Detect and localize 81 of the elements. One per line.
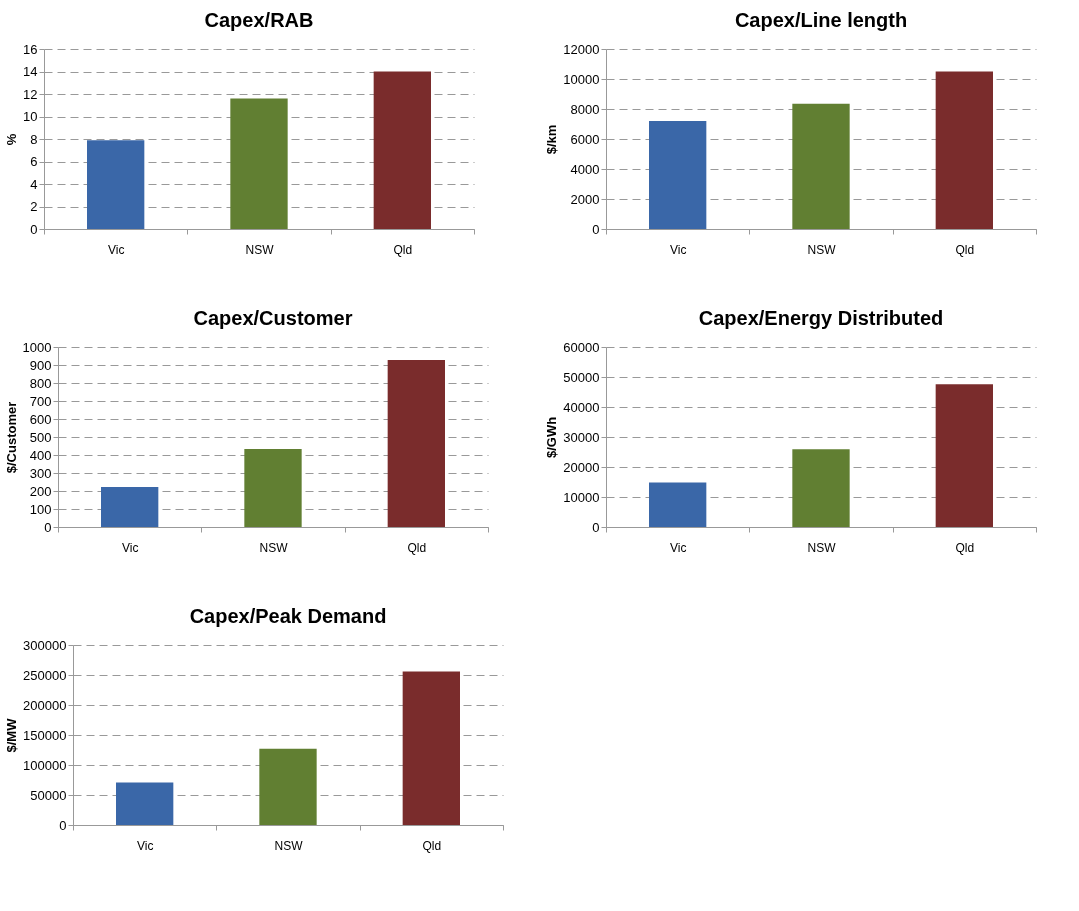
- y-tick-label: 10000: [563, 489, 600, 505]
- y-tick-label: 900: [29, 357, 52, 373]
- y-tick-label: 1000: [22, 339, 52, 355]
- y-tick-label: 4: [30, 176, 38, 192]
- y-tick-label: 500: [29, 429, 52, 445]
- y-tick-label: 0: [592, 221, 600, 237]
- chart-title: Capex/Customer: [193, 307, 353, 329]
- y-tick-label: 2: [30, 199, 38, 214]
- x-tick-label: Vic: [107, 242, 125, 257]
- bar: [387, 359, 445, 527]
- x-tick-label: Vic: [136, 838, 154, 853]
- y-tick-label: 250000: [23, 667, 67, 683]
- y-tick-label: 30000: [563, 429, 600, 445]
- x-tick-label: NSW: [259, 540, 289, 555]
- y-tick-label: 10000: [563, 71, 600, 87]
- y-tick-label: 700: [29, 393, 52, 409]
- y-tick-label: 60000: [563, 339, 600, 355]
- y-tick-label: 6: [30, 154, 38, 169]
- y-tick-label: 100000: [23, 757, 67, 773]
- bar: [402, 671, 460, 825]
- chart-title: Capex/RAB: [204, 9, 314, 31]
- x-tick-label: NSW: [807, 242, 837, 257]
- y-tick-label: 14: [23, 64, 38, 79]
- y-tick-label: 200000: [23, 697, 67, 713]
- bar: [259, 748, 317, 825]
- x-tick-label: NSW: [274, 838, 304, 853]
- bar: [935, 71, 993, 229]
- y-tick-label: 300: [29, 465, 52, 481]
- y-tick-label: 0: [44, 519, 52, 535]
- bar: [116, 782, 174, 825]
- x-tick-label: NSW: [245, 242, 275, 257]
- y-tick-label: 8000: [570, 101, 600, 117]
- y-tick-label: 12000: [563, 41, 600, 57]
- x-tick-label: Qld: [422, 838, 442, 853]
- bar: [244, 449, 302, 527]
- y-tick-label: 400: [29, 447, 52, 463]
- y-axis-title: $/GWh: [544, 416, 560, 459]
- x-tick-label: Vic: [669, 242, 687, 257]
- y-tick-label: 800: [29, 375, 52, 391]
- chart-title: Capex/Peak Demand: [189, 605, 387, 627]
- y-tick-label: 150000: [23, 727, 67, 743]
- y-tick-label: 8: [30, 131, 38, 147]
- y-tick-label: 0: [592, 519, 600, 535]
- bar: [792, 449, 850, 527]
- y-axis-title: %: [4, 133, 20, 146]
- y-tick-label: 600: [29, 411, 52, 427]
- y-tick-label: 100: [29, 501, 52, 517]
- y-tick-label: 0: [59, 817, 67, 833]
- x-tick-label: NSW: [807, 540, 837, 555]
- bar: [373, 71, 431, 229]
- y-tick-label: 200: [29, 483, 52, 499]
- y-tick-label: 40000: [563, 399, 600, 415]
- bar: [87, 140, 145, 229]
- x-tick-label: Qld: [955, 242, 975, 257]
- y-tick-label: 4000: [570, 161, 600, 177]
- y-tick-label: 16: [23, 41, 38, 57]
- x-tick-label: Qld: [955, 540, 975, 555]
- y-tick-label: 0: [30, 221, 38, 237]
- y-axis-title: $/MW: [4, 717, 20, 753]
- bar: [230, 98, 288, 229]
- bar: [649, 482, 707, 527]
- y-tick-label: 10: [23, 109, 38, 124]
- y-tick-label: 20000: [563, 459, 600, 475]
- x-tick-label: Qld: [407, 540, 427, 555]
- y-tick-label: 12: [23, 86, 38, 102]
- y-tick-label: 50000: [30, 787, 67, 803]
- x-tick-label: Qld: [393, 242, 413, 257]
- bar: [101, 487, 159, 527]
- y-tick-label: 300000: [23, 637, 67, 653]
- chart-title: Capex/Energy Distributed: [698, 307, 944, 329]
- bar: [649, 121, 707, 229]
- bar: [935, 384, 993, 527]
- y-axis-title: $/Customer: [3, 401, 19, 474]
- y-tick-label: 2000: [570, 191, 600, 207]
- y-tick-label: 6000: [570, 131, 600, 147]
- bar: [792, 103, 850, 229]
- x-tick-label: Vic: [121, 540, 139, 555]
- y-tick-label: 50000: [563, 369, 600, 385]
- x-tick-label: Vic: [669, 540, 687, 555]
- chart-title: Capex/Line length: [734, 9, 908, 31]
- y-axis-title: $/km: [544, 124, 560, 155]
